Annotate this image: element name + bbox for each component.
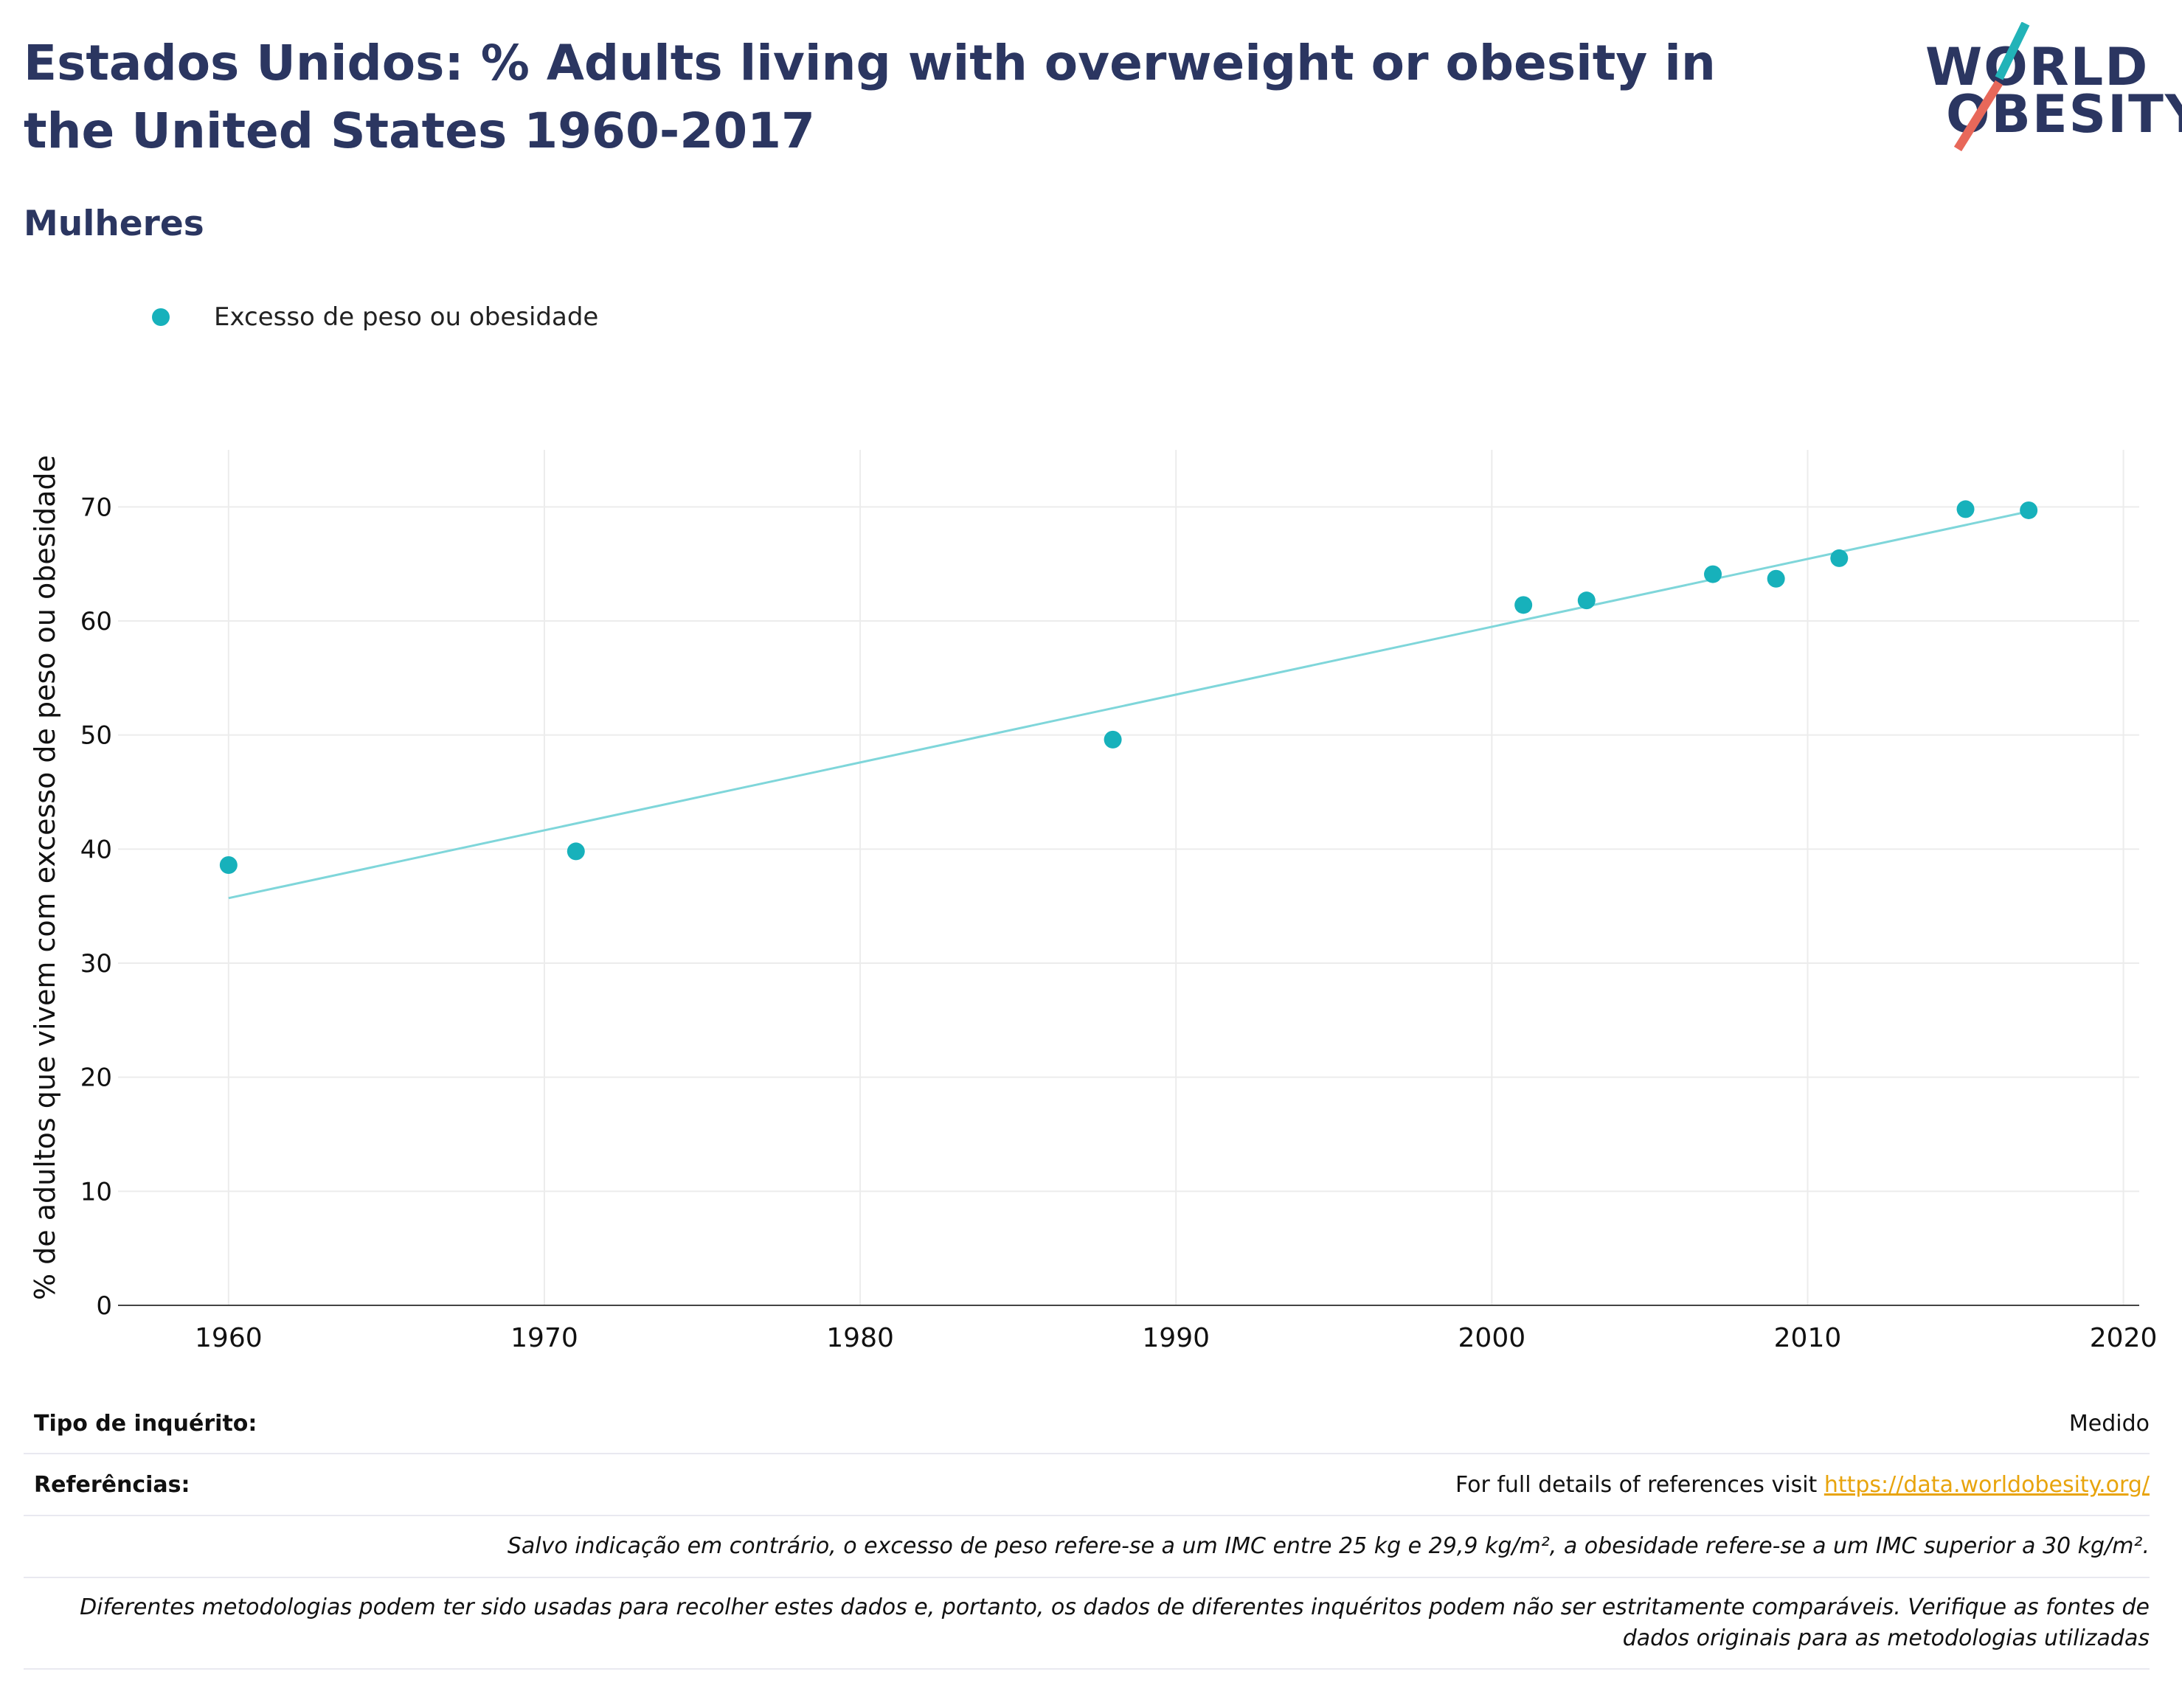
x-tick-label: 1970 xyxy=(510,1323,578,1353)
data-point xyxy=(1830,549,1849,567)
chart-title: Estados Unidos: % Adults living with ove… xyxy=(24,35,1716,159)
references-label: Referências: xyxy=(34,1471,190,1498)
legend-marker xyxy=(152,308,170,326)
data-point xyxy=(1514,596,1533,614)
x-tick-label: 2020 xyxy=(2090,1323,2158,1353)
y-axis-label: % de adultos que vivem com excesso de pe… xyxy=(29,455,61,1300)
x-tick-label: 2010 xyxy=(1774,1323,1842,1353)
survey-type-value: Medido xyxy=(2068,1410,2150,1437)
scatter-chart: 1960 1970 1980 1990 2000 2010 2020 0 10 20 30 40 50 6… xyxy=(29,450,2158,1353)
methods-note-row: Diferentes metodologias podem ter sido u… xyxy=(24,1578,2150,1670)
bmi-note-row: Salvo indicação em contrário, o excesso … xyxy=(24,1516,2150,1578)
legend: Excesso de peso ou obesidade xyxy=(152,295,598,339)
data-point xyxy=(1704,565,1722,583)
data-point xyxy=(1104,730,1122,749)
logo-text-world: WORLD xyxy=(1925,37,2150,97)
y-tick-label: 0 xyxy=(96,1291,112,1321)
trend-line xyxy=(228,510,2029,900)
y-tick-label: 50 xyxy=(80,721,112,751)
legend-label: Excesso de peso ou obesidade xyxy=(214,302,599,332)
x-tick-label: 1960 xyxy=(195,1323,263,1353)
data-point xyxy=(219,855,238,874)
data-point xyxy=(2020,501,2038,519)
methods-note: Diferentes metodologias podem ter sido u… xyxy=(80,1594,2150,1651)
references-link[interactable]: https://data.worldobesity.org/ xyxy=(1823,1471,2150,1498)
references-text: For full details of references visit xyxy=(1455,1471,1824,1498)
y-tick-label: 30 xyxy=(80,949,112,979)
data-point xyxy=(1767,569,1785,588)
bmi-note: Salvo indicação em contrário, o excesso … xyxy=(507,1533,2150,1559)
y-tick-label: 20 xyxy=(80,1063,112,1093)
chart-subtitle: Mulheres xyxy=(24,204,204,244)
data-point xyxy=(1577,591,1596,610)
logo-slash-icon xyxy=(1953,22,2030,152)
survey-type-row: Tipo de inquérito: Medido xyxy=(24,1394,2150,1454)
y-tick-label: 10 xyxy=(80,1177,112,1207)
y-tick-label: 40 xyxy=(80,835,112,864)
references-value: For full details of references visit htt… xyxy=(1455,1472,2150,1498)
data-point xyxy=(1956,500,1975,518)
world-obesity-logo: WORLD OBESITY xyxy=(1925,22,2182,155)
y-tick-label: 60 xyxy=(80,607,112,636)
x-tick-label: 1990 xyxy=(1142,1323,1210,1353)
y-tick-label: 70 xyxy=(80,493,112,522)
survey-type-label: Tipo de inquérito: xyxy=(34,1410,257,1437)
x-tick-label: 2000 xyxy=(1458,1323,1526,1353)
x-tick-label: 1980 xyxy=(826,1323,894,1353)
references-row: Referências: For full details of referen… xyxy=(24,1454,2150,1516)
data-point xyxy=(567,842,585,861)
